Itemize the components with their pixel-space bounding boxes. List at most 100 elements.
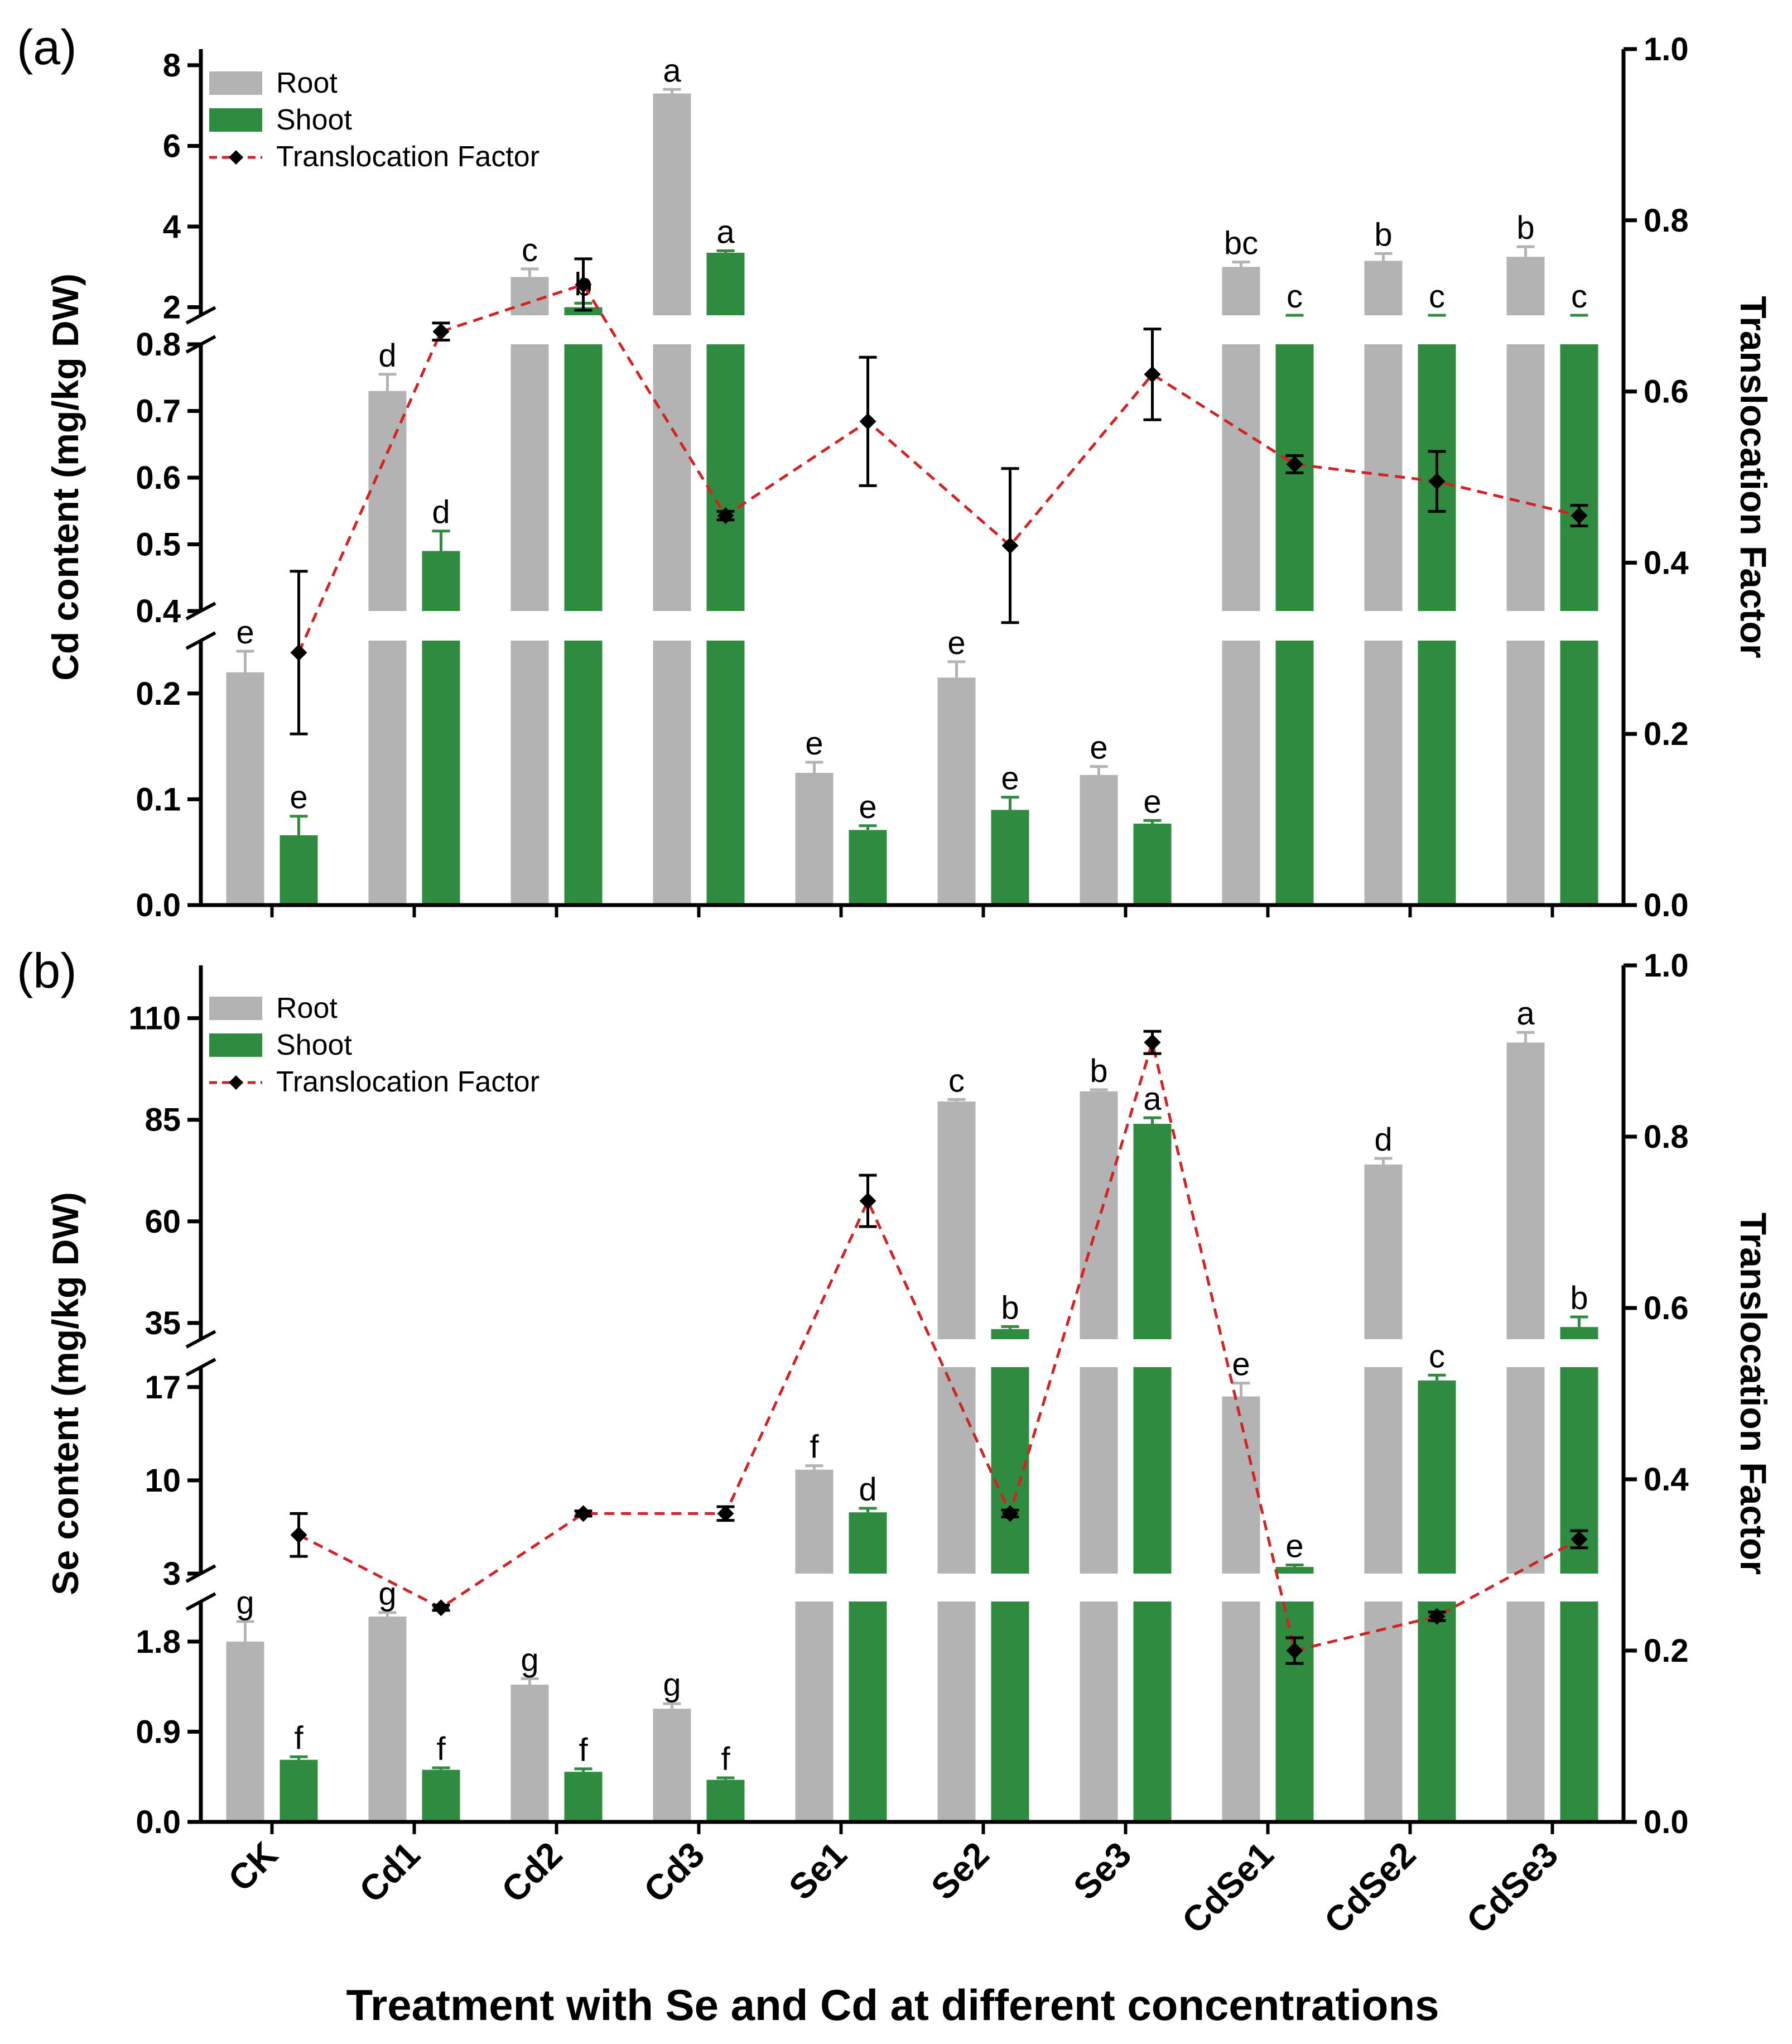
y2-tick-label: 0.6: [1644, 374, 1689, 410]
y-tick-label: 10: [144, 1463, 181, 1499]
tf-point: [1144, 365, 1161, 383]
y-tick-label: 85: [144, 1102, 181, 1138]
y-tick-label: 0.5: [136, 527, 181, 563]
y2-axis-title: Translocation Factor: [1733, 1213, 1774, 1575]
tf-point: [575, 1505, 592, 1522]
y-tick-label: 2: [163, 290, 181, 326]
significance-letter: b: [1001, 1290, 1019, 1326]
root-bar: [1222, 344, 1260, 611]
significance-letter: e: [1232, 1346, 1250, 1383]
shoot-bar: [1560, 641, 1598, 905]
tf-point: [1001, 537, 1019, 554]
shoot-bar: [706, 1780, 745, 1822]
tf-point: [432, 323, 450, 340]
root-bar: [1222, 641, 1260, 905]
y-tick-label: 0.7: [136, 393, 181, 430]
root-bar: [510, 641, 549, 905]
shoot-bar: [1275, 1601, 1314, 1822]
y-tick-label: 110: [128, 1001, 181, 1037]
tf-point: [575, 276, 592, 293]
significance-letter: c: [1429, 278, 1445, 315]
axis-break-mark: [185, 1358, 216, 1377]
y2-tick-label: 1.0: [1644, 948, 1689, 984]
panel-a: (a)edcaeeebcbbedbaeeeccc0.00.10.20.40.50…: [17, 20, 1774, 924]
shoot-bar: [422, 641, 460, 905]
y2-tick-label: 0.2: [1644, 1633, 1689, 1669]
y2-tick-label: 0.0: [1644, 887, 1689, 924]
root-bar: [1506, 344, 1545, 611]
root-bar: [1080, 1091, 1118, 1339]
tf-point: [1571, 1531, 1588, 1548]
significance-letter: e: [290, 780, 307, 816]
shoot-bar: [706, 344, 745, 611]
shoot-bar: [991, 1601, 1029, 1822]
y-tick-label: 0.0: [136, 1804, 181, 1840]
root-bar: [653, 641, 691, 905]
shoot-bar: [422, 1769, 460, 1822]
y2-tick-label: 0.8: [1644, 1119, 1689, 1155]
legend-shoot-label: Shoot: [276, 1029, 352, 1061]
tf-point: [1286, 455, 1303, 473]
significance-letter: c: [1429, 1338, 1445, 1374]
shoot-bar: [564, 344, 603, 611]
root-bar: [226, 1641, 264, 1822]
legend-tf-marker: [229, 150, 243, 165]
root-bar: [1364, 1367, 1403, 1574]
shoot-bar: [849, 830, 887, 905]
root-bar: [653, 344, 691, 611]
y2-tick-label: 0.0: [1644, 1804, 1689, 1840]
significance-letter: b: [1374, 217, 1392, 253]
root-bar: [1222, 1601, 1260, 1822]
significance-letter: f: [810, 1429, 819, 1465]
shoot-bar: [564, 641, 603, 905]
shoot-bar: [1560, 1601, 1598, 1822]
shoot-bar: [564, 1772, 603, 1822]
y-tick-label: 6: [163, 128, 181, 164]
shoot-bar: [849, 1601, 887, 1822]
root-bar: [1222, 267, 1260, 315]
legend-shoot-swatch: [209, 1033, 262, 1057]
significance-letter: b: [1516, 210, 1534, 246]
root-bar: [510, 1685, 549, 1822]
significance-letter: g: [663, 1667, 681, 1703]
y2-tick-label: 0.2: [1644, 716, 1689, 752]
significance-letter: f: [294, 1720, 304, 1756]
axis-break-mark: [185, 335, 216, 354]
significance-letter: c: [1287, 278, 1303, 315]
root-bar: [795, 773, 834, 905]
significance-letter: c: [948, 1062, 965, 1099]
shoot-bar: [1275, 1567, 1314, 1574]
y-tick-label: 0.6: [136, 460, 181, 496]
root-bar: [795, 1601, 834, 1822]
significance-letter: e: [236, 614, 254, 651]
significance-letter: f: [721, 1741, 730, 1777]
legend-root-label: Root: [276, 67, 338, 99]
shoot-bar: [991, 810, 1029, 905]
legend-root-swatch: [209, 71, 262, 95]
significance-letter: g: [521, 1642, 538, 1678]
shoot-bar: [706, 252, 745, 315]
shoot-bar: [1418, 641, 1456, 905]
significance-letter: b: [1570, 1280, 1588, 1316]
tf-point: [717, 1505, 734, 1522]
axis-break-mark: [185, 1592, 216, 1611]
axis-break-mark: [185, 631, 216, 650]
shoot-bar: [1133, 1601, 1172, 1822]
shoot-bar: [1418, 1380, 1456, 1574]
y2-axis-title: Translocation Factor: [1733, 296, 1774, 658]
significance-letter: c: [1571, 278, 1587, 315]
root-bar: [653, 1709, 691, 1822]
legend-root-swatch: [209, 997, 262, 1020]
significance-letter: a: [663, 52, 681, 89]
shoot-bar: [991, 1367, 1029, 1574]
significance-letter: e: [947, 625, 965, 661]
shoot-bar: [1418, 1601, 1456, 1822]
significance-letter: d: [378, 338, 396, 374]
root-bar: [1364, 1164, 1403, 1339]
shoot-bar: [1133, 824, 1172, 905]
shoot-bar: [280, 835, 318, 905]
y-tick-label: 0.9: [136, 1714, 181, 1750]
root-bar: [368, 391, 407, 611]
